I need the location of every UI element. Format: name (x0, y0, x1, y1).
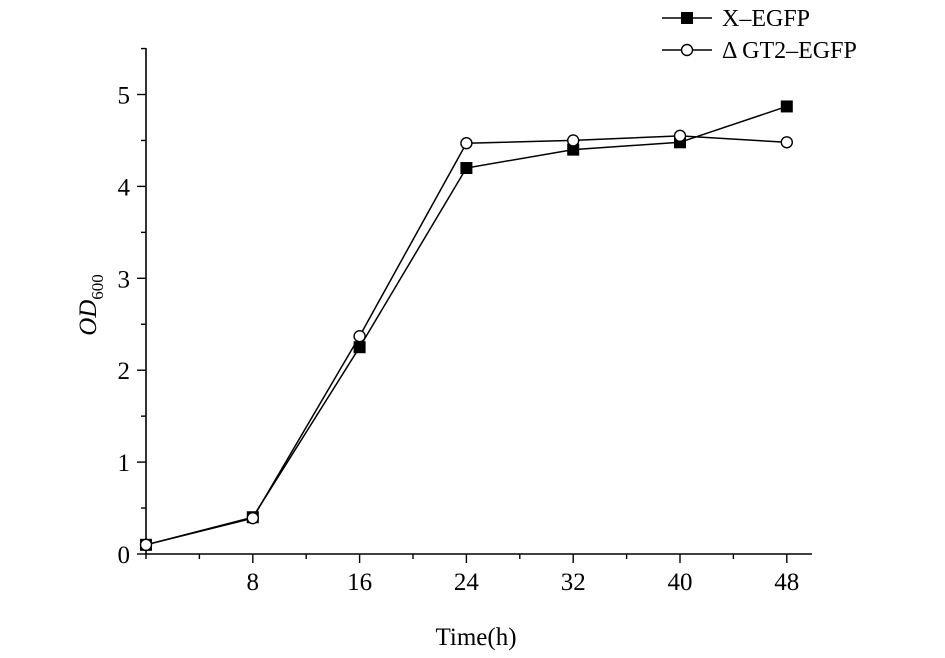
x-tick-label: 48 (774, 569, 799, 596)
y-tick-label: 5 (118, 83, 131, 110)
y-tick-label: 3 (118, 266, 131, 293)
x-axis-title: Time(h) (435, 624, 516, 651)
data-point-circle (353, 329, 366, 343)
y-tick-label: 4 (118, 174, 131, 201)
series-2 (139, 129, 793, 552)
data-point-circle (567, 134, 580, 147)
y-axis-title-main: OD (75, 300, 102, 336)
data-point-square (353, 341, 366, 354)
legend-label-series-2: Δ GT2–EGFP (722, 38, 857, 64)
legend-marker-filled-square (681, 12, 693, 24)
x-tick-label: 32 (561, 569, 586, 596)
data-point-circle (673, 129, 687, 143)
y-axis-title: OD600 (75, 274, 107, 336)
svg-text:OD600: OD600 (75, 274, 107, 336)
data-point-circle (139, 538, 153, 552)
axes (145, 48, 812, 555)
tick-labels: 0 1 2 3 4 5 8 16 24 32 40 48 (118, 83, 800, 597)
tick-marks (137, 47, 788, 563)
data-point-square (567, 143, 580, 156)
series-1 (140, 100, 793, 551)
legend-item-series-2: Δ GT2–EGFP (662, 38, 857, 64)
series-2-line (145, 135, 787, 546)
data-point-circle (780, 136, 793, 149)
data-point-circle (460, 137, 473, 150)
x-tick-label: 24 (454, 569, 480, 596)
y-tick-label: 2 (118, 358, 131, 385)
series-layer (139, 100, 793, 552)
data-point-square (780, 100, 793, 113)
y-tick-label: 0 (118, 542, 131, 569)
x-tick-label: 8 (247, 569, 260, 596)
data-point-square (460, 162, 473, 175)
data-point-circle (246, 511, 260, 525)
y-axis-title-sub: 600 (88, 274, 107, 300)
legend-label-series-1: X–EGFP (722, 6, 810, 32)
legend: X–EGFP Δ GT2–EGFP (662, 6, 857, 64)
y-tick-label: 1 (118, 450, 131, 477)
legend-item-series-1: X–EGFP (662, 6, 810, 32)
x-tick-label: 16 (347, 569, 372, 596)
x-tick-label: 40 (668, 569, 693, 596)
legend-marker-open-circle (680, 43, 694, 57)
